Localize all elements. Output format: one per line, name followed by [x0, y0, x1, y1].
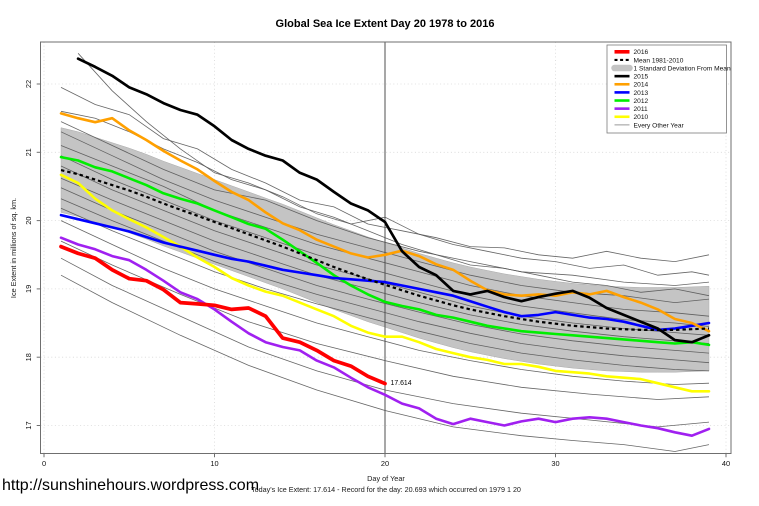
- legend-item-mean-1981-2010: Mean 1981-2010: [614, 57, 684, 64]
- legend-item-1-standard-deviation-from-mean: 1 Standard Deviation From Mean: [611, 64, 731, 72]
- legend-item-2010: 2010: [614, 114, 649, 121]
- axes: 0 10 20 30 40 17 18 19 20 21 22: [24, 41, 732, 468]
- y-tick-label-21: 21: [24, 148, 33, 156]
- latest-value-label: 17.614: [391, 380, 412, 387]
- series-2014-line: [59, 112, 711, 333]
- y-axis-title: Ice Extent in millions of sq. km.: [9, 198, 18, 298]
- legend-label: 2012: [634, 98, 649, 105]
- legend-label: Mean 1981-2010: [634, 57, 684, 64]
- legend-label: 2013: [634, 90, 649, 97]
- x-tick-label-0: 0: [42, 459, 46, 468]
- series-2012-line: [59, 155, 711, 347]
- x-tick-label-40: 40: [722, 459, 730, 468]
- y-tick-label-19: 19: [24, 285, 33, 293]
- other-year-line-9: [60, 187, 710, 354]
- legend-item-2013: 2013: [614, 90, 649, 97]
- other-year-line-11: [60, 207, 710, 372]
- site-url-link[interactable]: http://sunshinehours.wordpress.com: [2, 477, 259, 494]
- other-year-line-7: [60, 165, 710, 336]
- other-year-line-5: [60, 145, 710, 317]
- other-year-line-1: [77, 53, 710, 276]
- x-tick-label-30: 30: [551, 459, 559, 468]
- other-year-line-8: [60, 177, 710, 344]
- y-tick-label-18: 18: [24, 353, 33, 361]
- plot-frame: [40, 41, 732, 454]
- legend-label: 2014: [634, 82, 649, 89]
- other-years-lines: [60, 53, 710, 452]
- y-tick-label-22: 22: [24, 80, 33, 88]
- other-year-line-3: [60, 121, 710, 286]
- x-tick-label-20: 20: [381, 459, 389, 468]
- legend-item-2016: 2016: [614, 49, 649, 56]
- legend-label: 2016: [634, 49, 649, 56]
- legend-label: 2015: [634, 74, 649, 81]
- x-tick-label-10: 10: [210, 459, 218, 468]
- legend-item-2011: 2011: [614, 106, 649, 113]
- series-2015-line: [76, 57, 711, 344]
- chart-title: Global Sea Ice Extent Day 20 1978 to 201…: [276, 18, 495, 30]
- series-2011-line: [59, 236, 711, 438]
- other-year-line-15: [60, 274, 710, 452]
- x-axis-title: Day of Year: [367, 474, 405, 483]
- series-2016-line: [59, 244, 387, 386]
- y-tick-label-17: 17: [24, 421, 33, 429]
- legend-label: 1 Standard Deviation From Mean: [634, 65, 731, 72]
- other-year-line-12: [60, 220, 710, 385]
- legend-item-every-other-year: Every Other Year: [614, 122, 685, 129]
- legend-label: 2011: [634, 106, 649, 113]
- legend-label: 2010: [634, 114, 649, 121]
- series-2010-line: [59, 173, 711, 393]
- legend-item-2015: 2015: [614, 74, 649, 81]
- other-year-line-6: [60, 155, 710, 327]
- legend-item-2014: 2014: [614, 82, 649, 89]
- y-tick-label-20: 20: [24, 216, 33, 224]
- chart-caption: Today's Ice Extent: 17.614 - Record for …: [251, 485, 521, 494]
- series-2013-line: [59, 213, 711, 332]
- mean-1981-2010-line: [60, 169, 710, 331]
- legend-item-2012: 2012: [614, 98, 649, 105]
- legend-label: Every Other Year: [634, 122, 685, 129]
